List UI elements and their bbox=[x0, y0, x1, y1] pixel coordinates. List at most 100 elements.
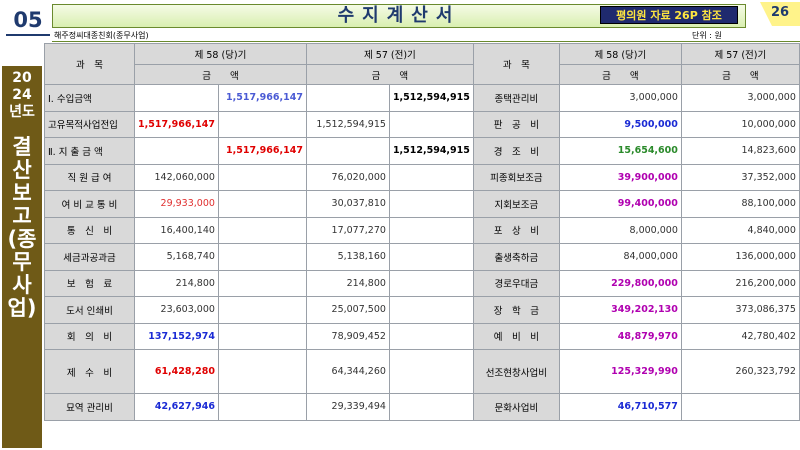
prior-amount-right: 37,352,000 bbox=[680, 163, 800, 191]
row-label: 직 원 급 여 bbox=[44, 163, 135, 191]
prior-amount-right: 88,100,000 bbox=[680, 190, 800, 218]
current-amount-right: 84,000,000 bbox=[558, 243, 682, 271]
current-amount-right: 15,654,600 bbox=[558, 137, 682, 165]
prior-amount-right: 136,000,000 bbox=[680, 243, 800, 271]
row-label-right: 피종회보조금 bbox=[472, 163, 560, 191]
side-char: 보 bbox=[12, 181, 32, 205]
current-total bbox=[217, 163, 307, 191]
row-label-right: 판 공 비 bbox=[472, 110, 560, 138]
prior-detail: 64,344,260 bbox=[305, 349, 390, 394]
side-char: 산 bbox=[12, 158, 32, 182]
page-number: 26 bbox=[760, 2, 800, 26]
table-row: Ⅱ. 지 출 금 액 1,517,966,147 1,512,594,915 경 조 … bbox=[44, 137, 800, 165]
current-detail: 16,400,140 bbox=[134, 216, 219, 244]
current-detail bbox=[134, 137, 219, 165]
right-subject-header: 과 목 bbox=[472, 43, 560, 85]
current-total: 1,517,966,147 bbox=[217, 84, 307, 112]
reference-badge: 평의원 자료 26P 참조 bbox=[600, 6, 738, 24]
table-row: 회 의 비 137,152,974 78,909,452 예 비 비 48,879,97… bbox=[44, 322, 800, 350]
current-total bbox=[217, 269, 307, 297]
current-total bbox=[217, 190, 307, 218]
current-detail: 61,428,280 bbox=[134, 349, 219, 394]
prior-detail: 29,339,494 bbox=[305, 393, 390, 421]
current-detail: 142,060,000 bbox=[134, 163, 219, 191]
side-char: 결 bbox=[12, 135, 32, 159]
current-total bbox=[217, 393, 307, 421]
row-label: 여 비 교 통 비 bbox=[44, 190, 135, 218]
row-label-right: 종택관리비 bbox=[472, 84, 560, 112]
prior-amount-right: 10,000,000 bbox=[680, 110, 800, 138]
amount-header: 금 액 bbox=[558, 64, 682, 85]
prior-detail: 5,138,160 bbox=[305, 243, 390, 271]
current-amount-right: 8,000,000 bbox=[558, 216, 682, 244]
amount-header: 금 액 bbox=[134, 64, 307, 85]
prior-detail: 25,007,500 bbox=[305, 296, 390, 324]
amount-header: 금 액 bbox=[305, 64, 474, 85]
prior-amount-right: 3,000,000 bbox=[680, 84, 800, 112]
header-row: 금 액 금 액 금 액 금 액 bbox=[45, 64, 800, 85]
section-number: 05 bbox=[6, 4, 50, 36]
prior-amount-right bbox=[680, 393, 800, 421]
prior-total bbox=[388, 216, 474, 244]
current-amount-right: 46,710,577 bbox=[558, 393, 682, 421]
current-detail: 214,800 bbox=[134, 269, 219, 297]
side-banner: 20 24 년도 결 산 보 고 (종 무 사 업) bbox=[2, 66, 42, 448]
prior-total bbox=[388, 243, 474, 271]
header-row: 과 목 제 58 (당)기 제 57 (전)기 과 목 제 58 (당)기 제 … bbox=[44, 43, 800, 85]
row-label: 세금과공과금 bbox=[44, 243, 135, 271]
row-label: 묘역 관리비 bbox=[44, 393, 135, 421]
side-char: 사 bbox=[12, 273, 32, 297]
side-char: (종 bbox=[7, 227, 37, 251]
prior-total bbox=[388, 296, 474, 324]
row-label: 보 험 료 bbox=[44, 269, 135, 297]
prior-detail: 17,077,270 bbox=[305, 216, 390, 244]
row-label-right: 선조현창사업비 bbox=[472, 349, 560, 394]
amount-header: 금 액 bbox=[680, 64, 800, 85]
current-detail: 1,517,966,147 bbox=[134, 110, 219, 138]
prior-total: 1,512,594,915 bbox=[388, 84, 474, 112]
prior-detail bbox=[305, 84, 390, 112]
prior-detail: 78,909,452 bbox=[305, 322, 390, 350]
org-line: 해주정씨대종친회(종무사업) 단위 : 원 bbox=[52, 30, 800, 42]
current-detail: 23,603,000 bbox=[134, 296, 219, 324]
col57-header-right: 제 57 (전)기 bbox=[680, 43, 800, 65]
prior-amount-right: 216,200,000 bbox=[680, 269, 800, 297]
row-label-right: 문화사업비 bbox=[472, 393, 560, 421]
prior-total bbox=[388, 110, 474, 138]
prior-total bbox=[388, 349, 474, 394]
table-row: 직 원 급 여 142,060,000 76,020,000 피종회보조금 39,900… bbox=[44, 163, 800, 191]
col57-header: 제 57 (전)기 bbox=[305, 43, 474, 65]
left-subject-header: 과 목 bbox=[44, 43, 135, 85]
current-total bbox=[217, 216, 307, 244]
prior-detail: 30,037,810 bbox=[305, 190, 390, 218]
row-label: 회 의 비 bbox=[44, 322, 135, 350]
row-label: 도서 인쇄비 bbox=[44, 296, 135, 324]
current-total bbox=[217, 349, 307, 394]
prior-amount-right: 373,086,375 bbox=[680, 296, 800, 324]
row-label: Ⅱ. 지 출 금 액 bbox=[44, 137, 135, 165]
prior-total bbox=[388, 322, 474, 350]
current-amount-right: 99,400,000 bbox=[558, 190, 682, 218]
row-label-right: 예 비 비 bbox=[472, 322, 560, 350]
row-label: 제 수 비 bbox=[44, 349, 135, 394]
prior-amount-right: 42,780,402 bbox=[680, 322, 800, 350]
side-char: 고 bbox=[12, 204, 32, 228]
row-label-right: 경로우대금 bbox=[472, 269, 560, 297]
side-char: 업) bbox=[7, 296, 37, 320]
row-label-right: 포 상 비 bbox=[472, 216, 560, 244]
prior-amount-right: 14,823,600 bbox=[680, 137, 800, 165]
row-label-right: 장 학 금 bbox=[472, 296, 560, 324]
prior-detail bbox=[305, 137, 390, 165]
col58-header: 제 58 (당)기 bbox=[134, 43, 307, 65]
table-row: 제 수 비 61,428,280 64,344,260 선조현창사업비 125,329,… bbox=[44, 349, 800, 394]
current-total bbox=[217, 110, 307, 138]
current-detail: 5,168,740 bbox=[134, 243, 219, 271]
table-row: 보 험 료 214,800 214,800 경로우대금 229,800,000 216,2… bbox=[44, 269, 800, 297]
row-label-right: 경 조 비 bbox=[472, 137, 560, 165]
prior-total bbox=[388, 163, 474, 191]
prior-total: 1,512,594,915 bbox=[388, 137, 474, 165]
current-amount-right: 39,900,000 bbox=[558, 163, 682, 191]
current-amount-right: 229,800,000 bbox=[558, 269, 682, 297]
current-amount-right: 125,329,990 bbox=[558, 349, 682, 394]
current-detail bbox=[134, 84, 219, 112]
